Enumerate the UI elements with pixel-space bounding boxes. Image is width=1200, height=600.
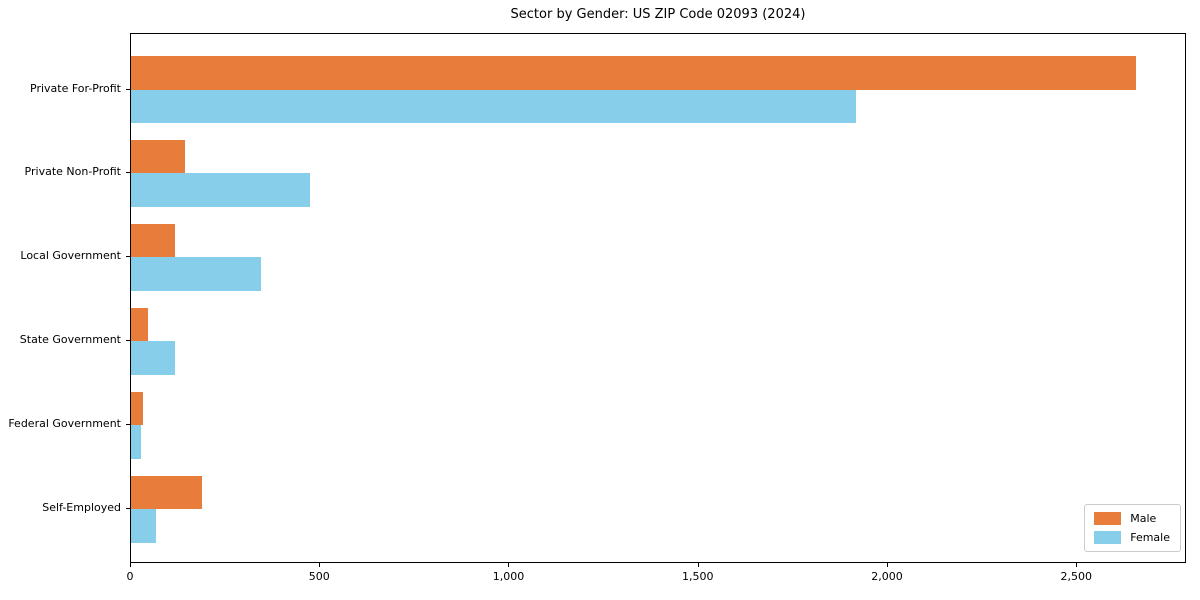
x-tick-label-1500: 1,500 bbox=[681, 570, 714, 583]
y-tick-mark bbox=[126, 424, 130, 426]
y-tick-label-local-government: Local Government bbox=[20, 249, 121, 263]
y-tick-mark bbox=[126, 88, 130, 90]
y-tick-label-state-government: State Government bbox=[19, 333, 121, 347]
bar-male-federal-government bbox=[131, 391, 144, 426]
y-tick-label-private-non-profit: Private Non-Profit bbox=[24, 165, 121, 179]
bar-male-state-government bbox=[131, 307, 148, 342]
bar-male-self-employed bbox=[131, 475, 202, 509]
x-tick-label-2500: 2,500 bbox=[1060, 570, 1092, 583]
bar-male-private-for-profit bbox=[131, 56, 1136, 90]
x-tick-mark bbox=[319, 563, 321, 567]
y-tick-mark bbox=[126, 172, 130, 174]
x-tick-label-500: 500 bbox=[308, 570, 330, 583]
legend-item-female: Female bbox=[1094, 531, 1170, 544]
y-tick-mark bbox=[126, 340, 130, 342]
y-tick-mark bbox=[126, 256, 130, 258]
x-tick-mark bbox=[508, 563, 510, 567]
bar-female-federal-government bbox=[131, 425, 141, 459]
bar-female-private-for-profit bbox=[131, 89, 856, 123]
bar-female-private-non-profit bbox=[131, 173, 311, 207]
x-tick-mark bbox=[130, 563, 131, 567]
x-tick-label-2000: 2,000 bbox=[871, 570, 903, 583]
plot-area: Male Female bbox=[130, 33, 1186, 563]
y-tick-label-private-for-profit: Private For-Profit bbox=[30, 81, 121, 95]
bar-male-local-government bbox=[131, 223, 175, 258]
legend-swatch-male bbox=[1094, 512, 1122, 525]
bar-male-private-non-profit bbox=[131, 139, 186, 174]
x-tick-label-0: 0 bbox=[126, 570, 134, 583]
legend-label-female: Female bbox=[1130, 531, 1170, 544]
x-tick-mark bbox=[697, 563, 699, 567]
y-tick-label-federal-government: Federal Government bbox=[8, 417, 121, 431]
bar-female-local-government bbox=[131, 257, 262, 291]
y-tick-label-self-employed: Self-Employed bbox=[42, 501, 121, 514]
x-tick-mark bbox=[886, 563, 888, 567]
bar-female-self-employed bbox=[131, 509, 156, 543]
legend-item-male: Male bbox=[1094, 512, 1170, 525]
x-tick-mark bbox=[1076, 563, 1078, 567]
bar-female-state-government bbox=[131, 341, 175, 375]
chart-title: Sector by Gender: US ZIP Code 02093 (202… bbox=[510, 7, 806, 22]
legend-swatch-female bbox=[1094, 531, 1122, 544]
x-tick-label-1000: 1,000 bbox=[492, 570, 525, 583]
y-tick-mark bbox=[126, 508, 130, 509]
legend-label-male: Male bbox=[1130, 512, 1157, 525]
legend: Male Female bbox=[1084, 504, 1181, 552]
